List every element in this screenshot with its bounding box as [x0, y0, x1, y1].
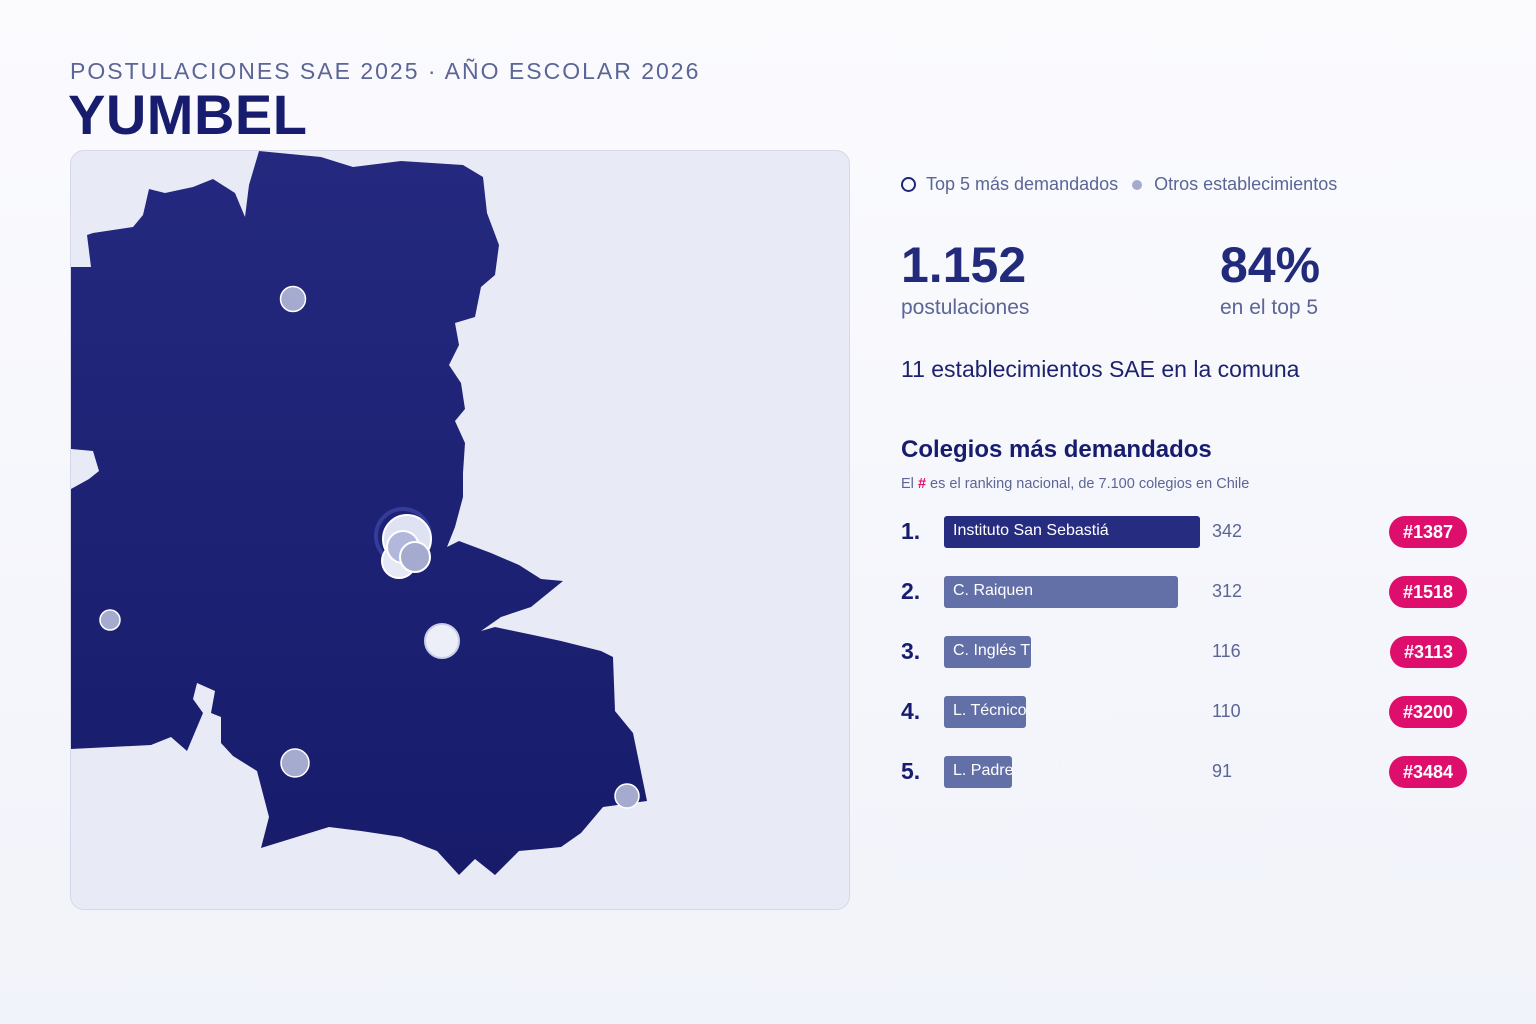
top5-share-stat: 84% en el top 5	[1220, 240, 1320, 320]
ranking-row[interactable]: 1. Instituto San Sebastiá 342 #1387	[901, 516, 1467, 548]
value-bar	[944, 516, 1200, 548]
ranking-note-suffix: es el ranking nacional, de 7.100 colegio…	[930, 476, 1250, 492]
value-bar	[944, 636, 1031, 668]
school-name-text: L. Padre Luis Alberto	[953, 762, 1102, 779]
applications-stat: 1.152 postulaciones	[901, 240, 1029, 320]
ranking-row[interactable]: 4. L. Técnico Profesional 110 #3200	[901, 696, 1467, 728]
bar-track: C. Inglés The Sower Sc	[944, 636, 1200, 668]
school-marker-other[interactable]	[279, 285, 307, 313]
school-name-text: Instituto San Sebastiá	[953, 522, 1109, 539]
others-legend-icon	[1132, 179, 1143, 190]
ranking-note-hash: #	[917, 476, 927, 492]
bar-track: L. Padre Luis Alberto	[944, 756, 1200, 788]
applications-count: 116	[1212, 641, 1241, 661]
school-marker-top5[interactable]	[399, 541, 431, 573]
national-rank-badge: #3200	[1388, 696, 1467, 728]
rank-number: 3.	[901, 638, 921, 664]
school-markers	[99, 285, 640, 809]
top5-legend-label: Top 5 más demandados	[926, 174, 1119, 194]
school-name-text: C. Inglés The Sower Sc	[953, 642, 1121, 659]
rank-number: 1.	[901, 518, 921, 544]
commune-shape	[71, 151, 647, 875]
rank-number: 2.	[901, 578, 921, 604]
applications-count: 312	[1212, 581, 1243, 601]
applications-count: 91	[1212, 761, 1233, 781]
school-marker-other[interactable]	[280, 748, 310, 778]
top5-share-value: 84%	[1220, 237, 1321, 293]
school-name: C. Raiquen	[953, 582, 1033, 600]
ranking-note-prefix: El	[901, 476, 914, 492]
commune-map[interactable]	[70, 150, 850, 910]
national-rank-badge: #3484	[1388, 756, 1467, 788]
ranking-row[interactable]: 2. C. Raiquen 312 #1518	[901, 576, 1467, 608]
school-name: L. Técnico Profesional	[953, 702, 1111, 720]
applications-count: 342	[1212, 521, 1243, 541]
top5-legend-icon	[901, 177, 916, 192]
national-rank-badge: #3113	[1389, 636, 1467, 668]
rank-number: 4.	[901, 698, 921, 724]
national-rank-badge: #1387	[1388, 516, 1467, 548]
map-svg	[71, 151, 647, 875]
top5-share-label: en el top 5	[1220, 296, 1319, 319]
school-marker-other[interactable]	[99, 609, 121, 631]
bar-track: C. Raiquen	[944, 576, 1200, 608]
establishments-count: 11 establecimientos SAE en la comuna	[901, 356, 1300, 382]
school-marker-other[interactable]	[614, 783, 640, 809]
others-legend-label: Otros establecimientos	[1154, 174, 1338, 194]
applications-count: 110	[1212, 701, 1241, 721]
value-bar	[944, 756, 1012, 788]
value-bar	[944, 696, 1026, 728]
page-subtitle: POSTULACIONES SAE 2025 · AÑO ESCOLAR 202…	[70, 58, 701, 84]
school-name: Instituto San Sebastiá	[953, 522, 1109, 540]
applications-label: postulaciones	[901, 296, 1030, 319]
national-rank-badge: #1518	[1388, 576, 1467, 608]
ranking-row[interactable]: 3. C. Inglés The Sower Sc 116 #3113	[901, 636, 1467, 668]
school-marker-top5[interactable]	[424, 623, 460, 659]
school-name-text: L. Técnico Profesional	[953, 702, 1112, 719]
school-name: C. Inglés The Sower Sc	[953, 642, 1121, 660]
ranking-row[interactable]: 5. L. Padre Luis Alberto 91 #3484	[901, 756, 1467, 788]
rank-number: 5.	[901, 758, 921, 784]
school-name: L. Padre Luis Alberto	[953, 762, 1102, 780]
bar-track: L. Técnico Profesional	[944, 696, 1200, 728]
ranking-note: El # es el ranking nacional, de 7.100 co…	[901, 476, 1249, 492]
map-legend: Top 5 más demandados Otros establecimien…	[901, 174, 1337, 195]
page-title: YUMBEL	[68, 83, 308, 146]
bar-track: Instituto San Sebastiá	[944, 516, 1200, 548]
applications-value: 1.152	[901, 237, 1027, 293]
school-name-text: C. Raiquen	[953, 582, 1034, 599]
ranking-title: Colegios más demandados	[901, 436, 1212, 463]
value-bar	[944, 576, 1178, 608]
